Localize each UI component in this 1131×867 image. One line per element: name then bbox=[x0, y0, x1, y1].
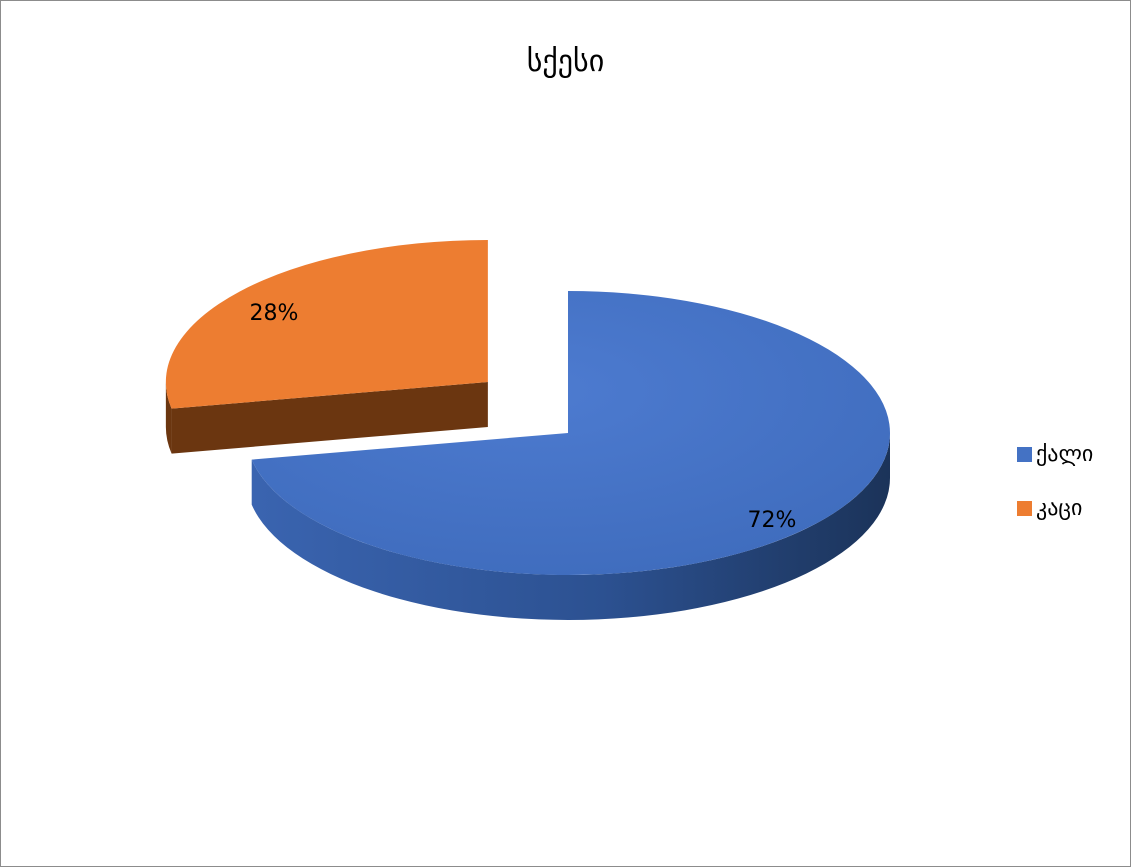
legend-label-women: ქალი bbox=[1036, 442, 1094, 467]
slice-1-top bbox=[165, 240, 488, 409]
slice-0-outer-wall bbox=[251, 433, 891, 620]
slice-0-top bbox=[251, 291, 891, 576]
slice-1-cut-face-0 bbox=[171, 382, 488, 454]
legend-swatch-women bbox=[1017, 447, 1032, 462]
chart-title: სქესი bbox=[526, 44, 605, 79]
data-label-0: 72% bbox=[748, 508, 797, 533]
legend-label-men: კაცი bbox=[1036, 496, 1083, 521]
slice-1-outer-wall bbox=[165, 382, 172, 454]
legend-swatch-men bbox=[1017, 501, 1032, 516]
data-label-1: 28% bbox=[250, 301, 299, 326]
legend-item-women: ქალი bbox=[1017, 442, 1093, 467]
legend-item-men: კაცი bbox=[1017, 496, 1082, 521]
